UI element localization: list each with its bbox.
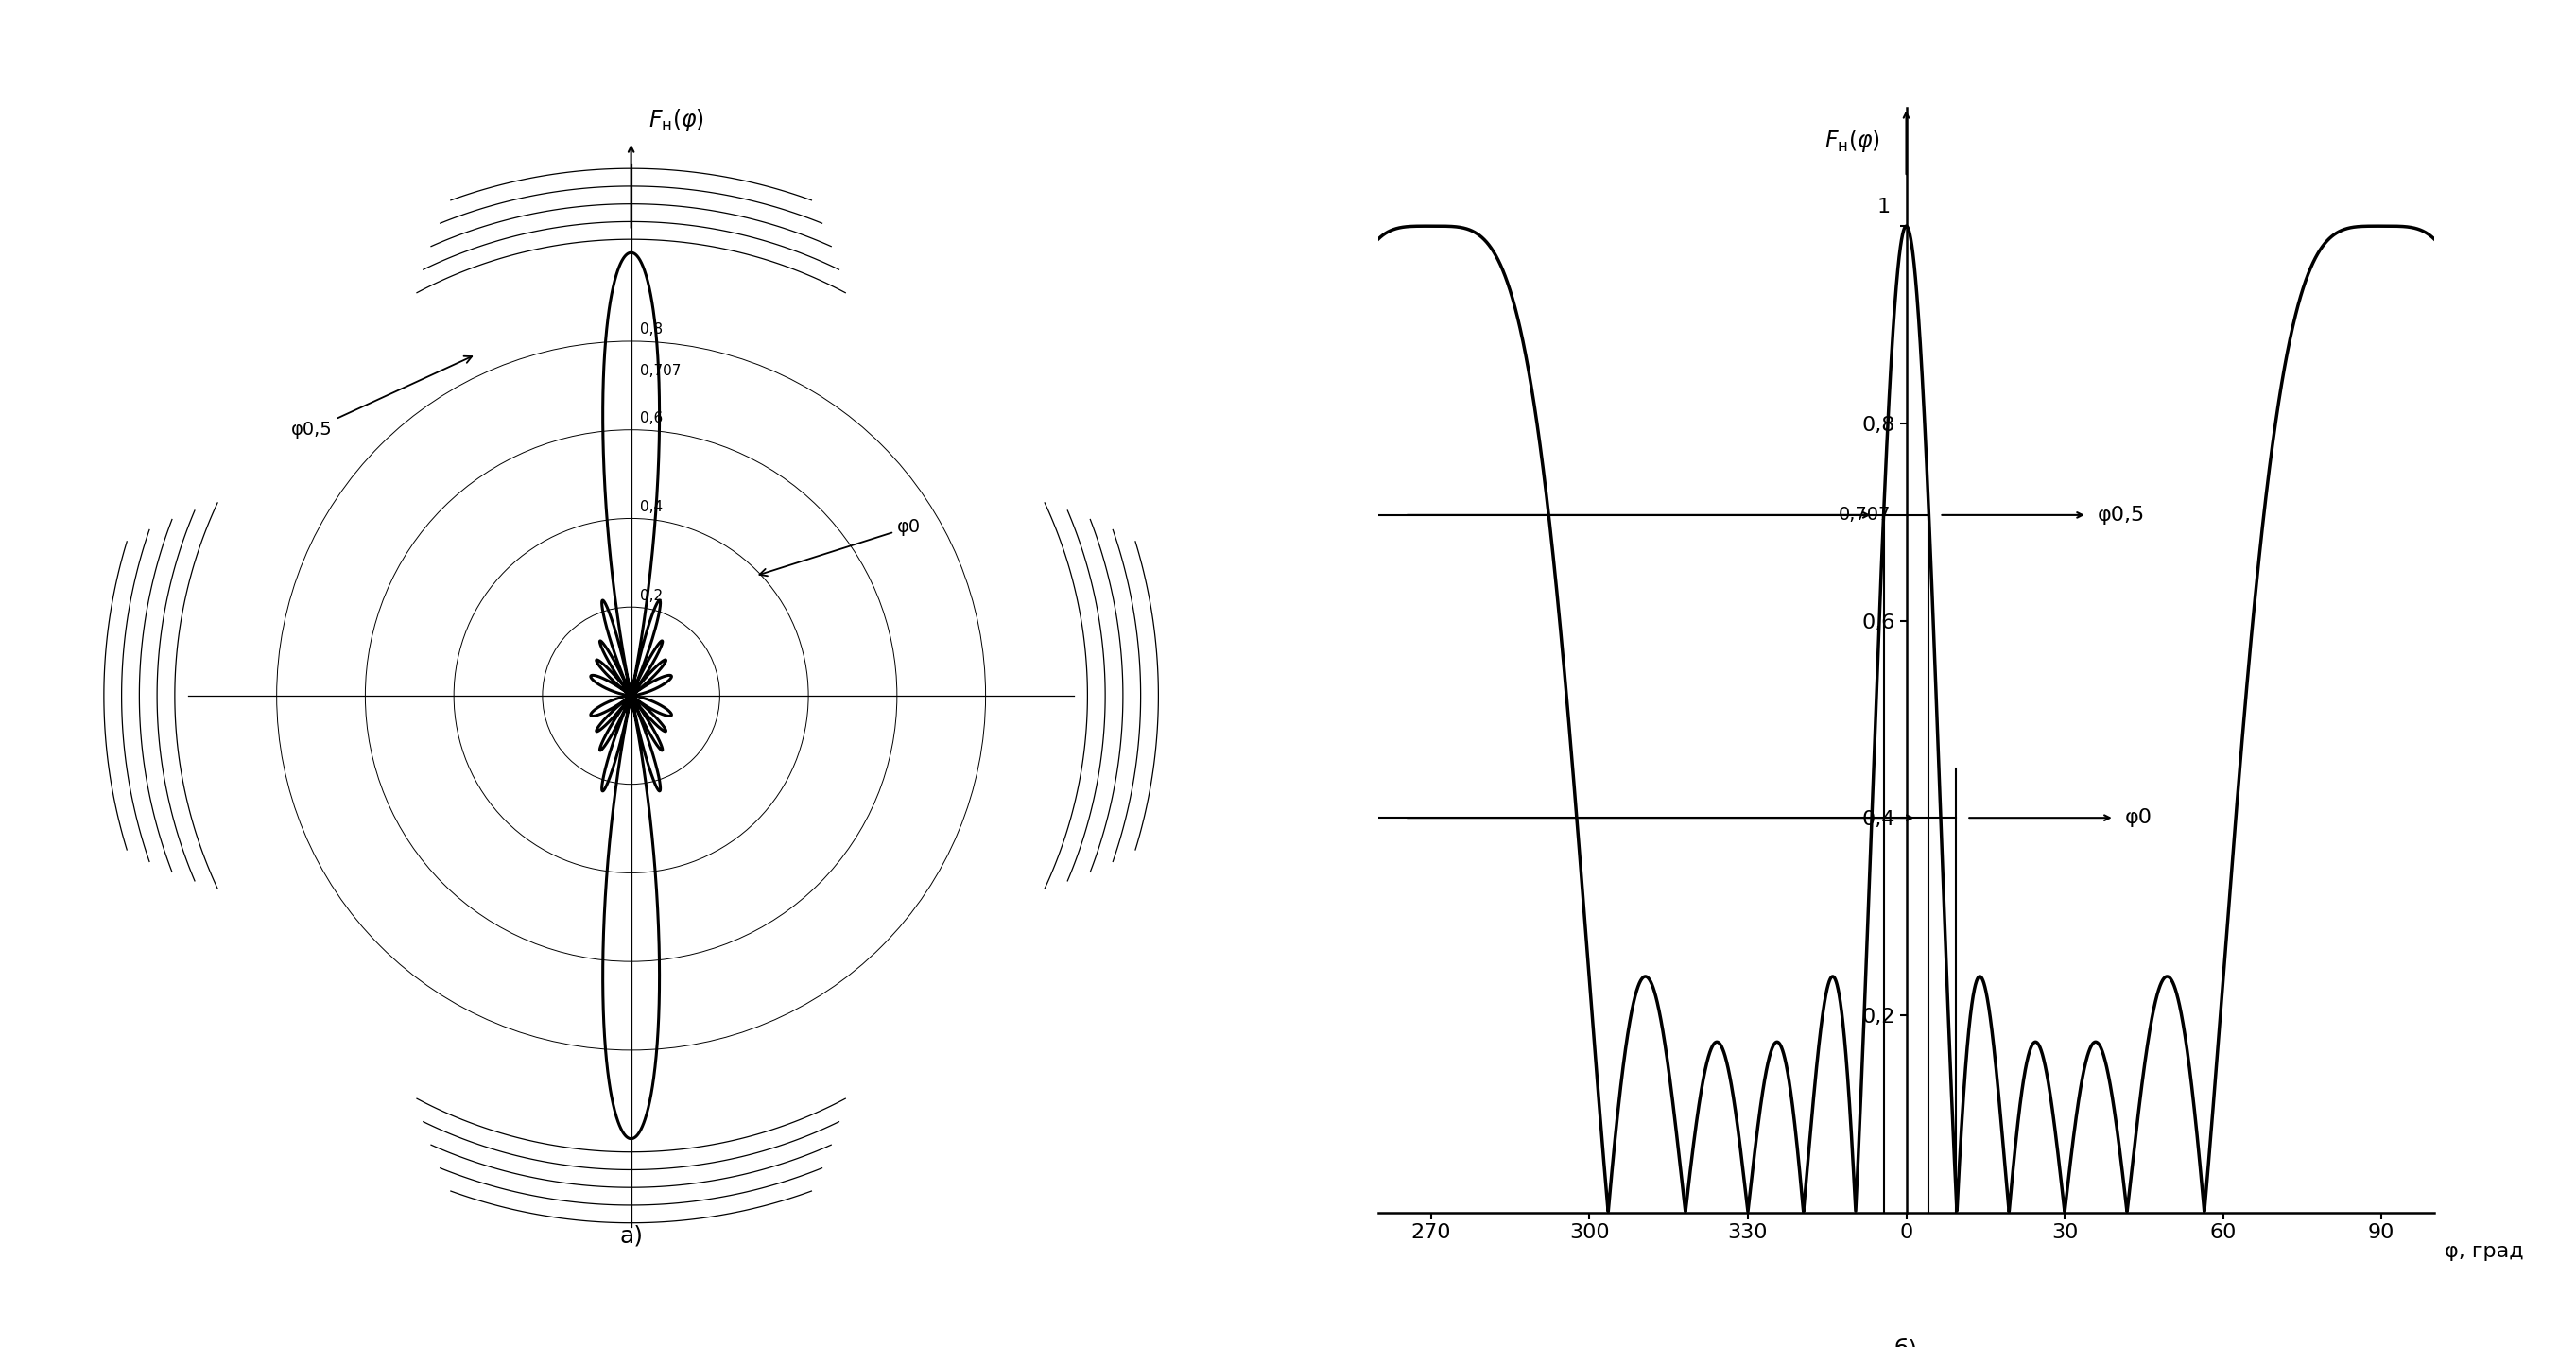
Text: φ, град: φ, град (2445, 1242, 2524, 1261)
Text: $F_{\mathrm{н}}(\varphi)$: $F_{\mathrm{н}}(\varphi)$ (649, 106, 706, 133)
Text: φ0: φ0 (2125, 808, 2154, 827)
Text: φ0,5: φ0,5 (2097, 505, 2146, 524)
Text: 0,707: 0,707 (1839, 506, 1891, 524)
Text: 0,707: 0,707 (639, 364, 680, 379)
Text: 0,6: 0,6 (639, 411, 662, 426)
Text: б): б) (1893, 1339, 1919, 1347)
Text: φ0,5: φ0,5 (291, 356, 471, 439)
Text: 0,8: 0,8 (639, 323, 662, 337)
Text: 1: 1 (1878, 198, 1891, 217)
Text: 0,4: 0,4 (639, 500, 662, 515)
Text: $F_{\mathrm{н}}(\varphi)$: $F_{\mathrm{н}}(\varphi)$ (1824, 128, 1880, 154)
Text: φ0: φ0 (760, 519, 920, 577)
Text: 0,2: 0,2 (639, 589, 662, 602)
Text: а): а) (618, 1224, 644, 1247)
